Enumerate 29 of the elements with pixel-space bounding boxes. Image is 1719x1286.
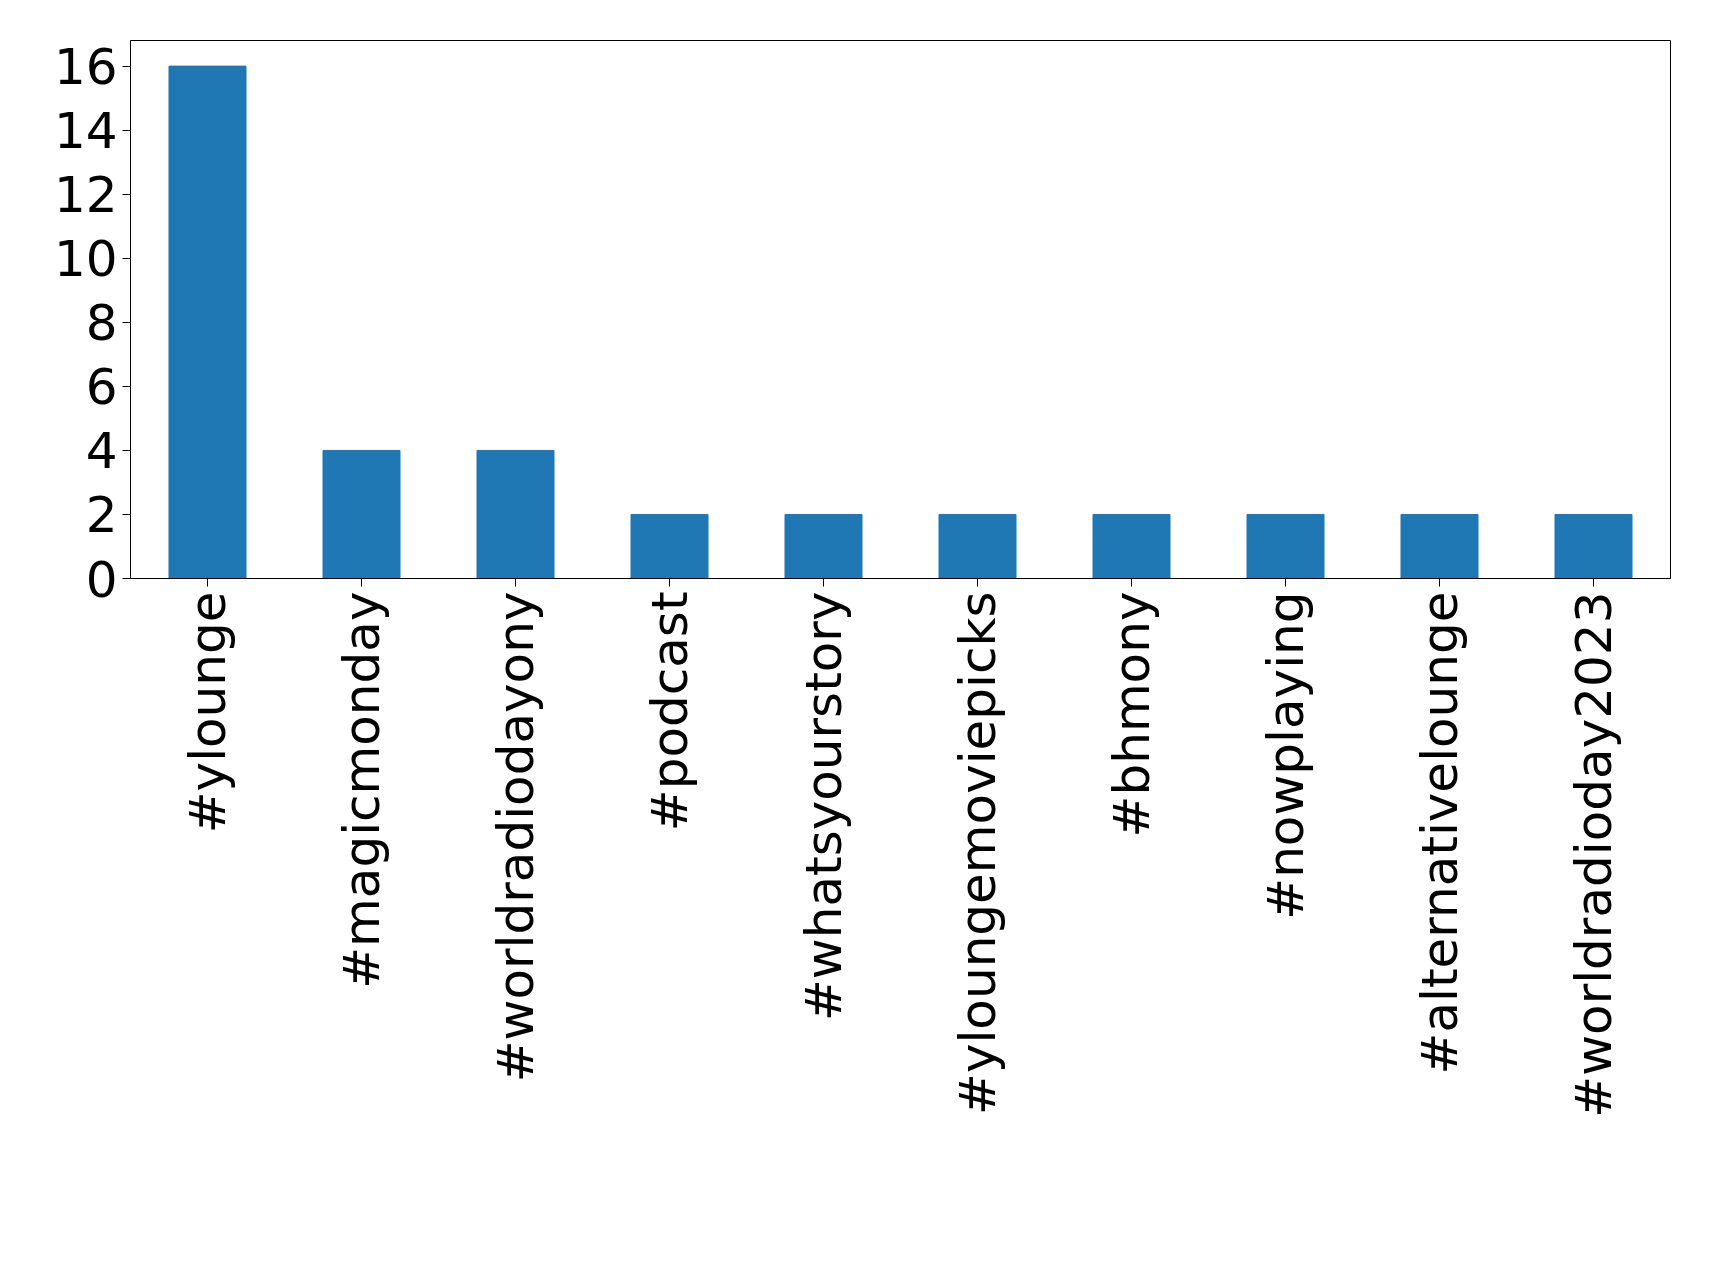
bar	[630, 513, 709, 579]
bar	[784, 513, 863, 579]
x-tick-label: #magicmonday	[332, 591, 391, 989]
y-tick-label: 8	[85, 294, 118, 353]
bar	[938, 513, 1017, 579]
y-tick-label: 12	[53, 166, 118, 225]
x-tick-label: #worldradioday2023	[1564, 591, 1623, 1118]
x-tick-label: #whatsyourstory	[794, 591, 853, 1022]
y-tick-label: 4	[85, 422, 118, 481]
x-tick-label: #worldradiodayony	[486, 591, 545, 1083]
x-tick-label: #nowplaying	[1256, 591, 1315, 920]
x-tick-label: #ylounge	[178, 591, 237, 834]
x-tick-label: #alternativelounge	[1410, 591, 1469, 1075]
bar	[1246, 513, 1325, 579]
bar	[168, 65, 247, 579]
bar	[322, 449, 401, 579]
y-tick-label: 14	[53, 102, 118, 161]
x-tick-label: #bhmony	[1102, 591, 1161, 838]
bar	[1400, 513, 1479, 579]
y-tick-label: 10	[53, 230, 118, 289]
y-tick-label: 2	[85, 486, 118, 545]
y-tick-label: 16	[53, 38, 118, 97]
bar	[1554, 513, 1633, 579]
x-tick-label: #yloungemoviepicks	[948, 591, 1007, 1116]
y-tick-label: 0	[85, 550, 118, 609]
bar	[476, 449, 555, 579]
bar	[1092, 513, 1171, 579]
x-tick-label: #podcast	[640, 591, 699, 832]
y-tick-label: 6	[85, 358, 118, 417]
